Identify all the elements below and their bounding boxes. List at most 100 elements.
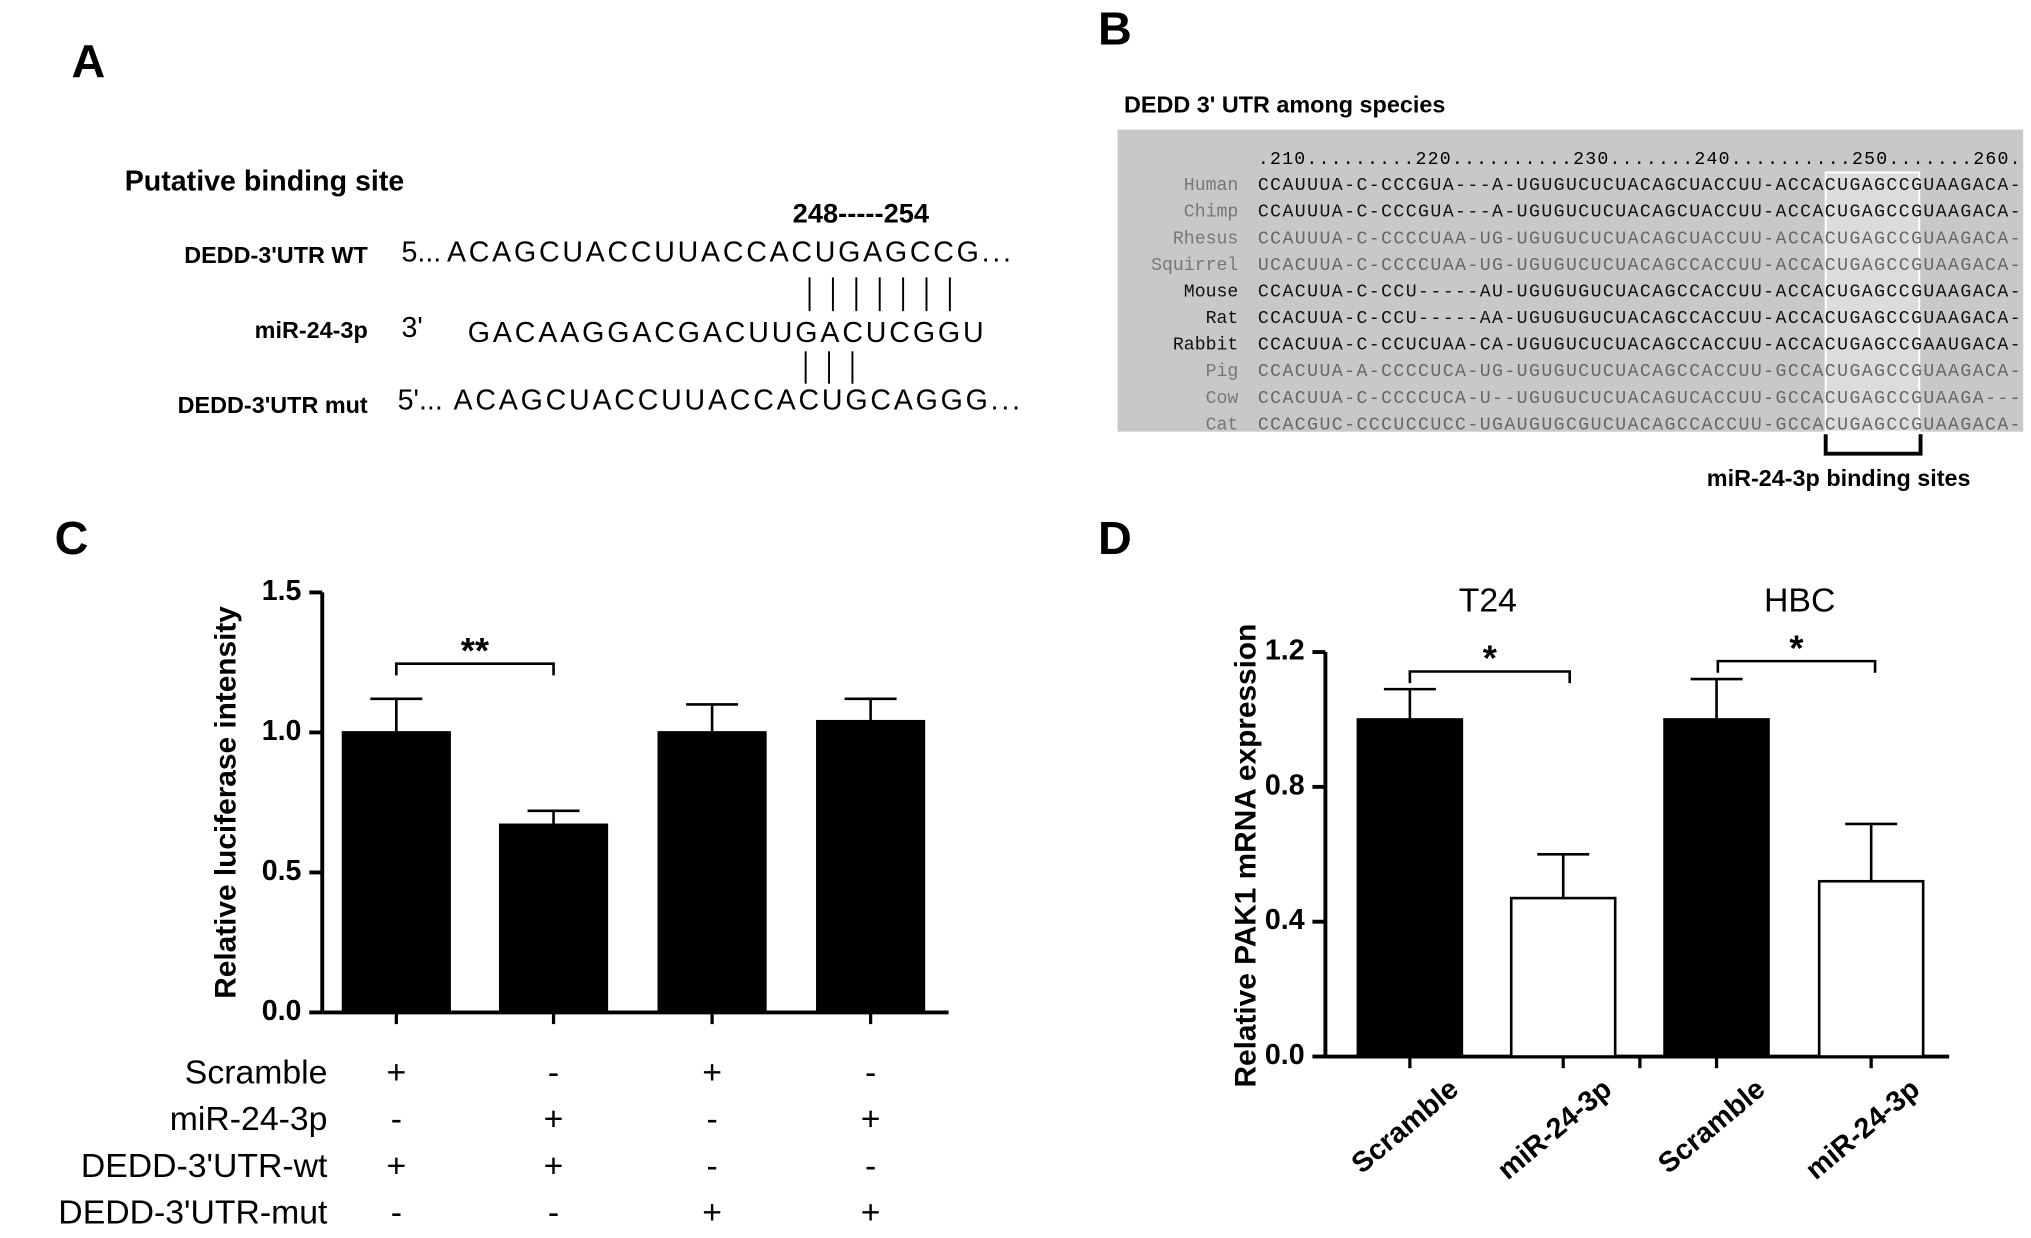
- condition-sign: -: [706, 1100, 717, 1138]
- species-name: Mouse: [1184, 282, 1239, 302]
- species-name: Rhesus: [1173, 229, 1238, 249]
- binding-site-highlight: [1824, 171, 1921, 433]
- condition-sign: +: [544, 1147, 564, 1185]
- condition-sign: +: [386, 1054, 406, 1092]
- significance-label: *: [1789, 627, 1804, 668]
- error-bar: [370, 697, 423, 733]
- condition-sign: +: [702, 1194, 722, 1232]
- row-label: DEDD-3'UTR WT: [184, 242, 368, 268]
- condition-sign: -: [391, 1194, 402, 1232]
- y-tick-label: 0.0: [1265, 1039, 1305, 1071]
- panel-d: D Relative PAK1 mRNA expression 0.0 0.4 0.8 1…: [1098, 512, 1950, 1186]
- condition-sign: -: [548, 1194, 559, 1232]
- row-label: miR-24-3p: [255, 317, 368, 343]
- condition-sign: -: [391, 1100, 402, 1138]
- species-name: Pig: [1206, 362, 1239, 382]
- bar: [1509, 896, 1617, 1058]
- panel-label: C: [55, 512, 89, 564]
- group-label: HBC: [1764, 582, 1835, 620]
- sequence: ACAGCUACCUUACCACUGCAGGG...: [453, 384, 1020, 416]
- y-tick-label: 0.8: [1265, 769, 1305, 801]
- species-sequence: CCAUUUA-C-CCCGUA---A-UGUGUCUCUACAGCUACCU…: [1258, 176, 2021, 196]
- pairing-lines: [804, 277, 951, 384]
- panel-title: DEDD 3' UTR among species: [1124, 91, 1445, 117]
- bar: [1663, 718, 1770, 1058]
- species-name: Rat: [1206, 309, 1239, 329]
- error-bar: [1537, 852, 1590, 899]
- x-tick-label: miR-24-3p: [1800, 1073, 1926, 1186]
- y-tick-label: 1.2: [1265, 635, 1305, 667]
- sequence-end: 5'...: [398, 384, 443, 416]
- significance-bracket: [1716, 659, 1877, 673]
- sequence-end: 3': [402, 312, 423, 344]
- species-sequence: CCAUUUA-C-CCCGUA---A-UGUGUCUCUACAGCUACCU…: [1258, 203, 2021, 223]
- bar: [816, 719, 926, 1014]
- species-name: Squirrel: [1151, 256, 1238, 276]
- error-bar: [1690, 677, 1743, 720]
- significance-bracket: [395, 662, 555, 676]
- species-sequence: CCACGUC-CCCUCCUCC-UGAUGUGCGUCUACAGCCACCU…: [1258, 415, 2021, 435]
- panel-a: A Putative binding site 248-----254 DEDD…: [71, 35, 1020, 418]
- row-label: DEDD-3'UTR mut: [178, 392, 368, 418]
- caption: miR-24-3p binding sites: [1707, 465, 1971, 491]
- condition-sign: -: [706, 1147, 717, 1185]
- y-tick-label: 1.0: [262, 715, 302, 747]
- condition-sign: -: [865, 1054, 876, 1092]
- condition-sign: +: [702, 1054, 722, 1092]
- species-sequence: CCACUUA-C-CCU-----AA-UGUGUGUCUACAGCCACCU…: [1258, 309, 2021, 329]
- sequence: ACAGCUACCUUACCACUGAGCCG...: [447, 237, 1011, 269]
- ruler: .210.........220..........230.......240.…: [1258, 150, 2021, 170]
- species-sequence: UCACUUA-C-CCCCUAA-UG-UGUGUCUCUACAGCCACCU…: [1258, 256, 2021, 276]
- panel-label: B: [1098, 3, 1132, 55]
- condition-label: Scramble: [185, 1054, 328, 1092]
- sequence-end: 5...: [402, 237, 442, 269]
- y-tick-label: 0.5: [262, 855, 302, 887]
- significance-bracket: [1408, 670, 1572, 684]
- bar: [1356, 718, 1464, 1058]
- species-sequence: CCACUUA-C-CCCCUCA-U--UGUGUCUCUACAGUCACCU…: [1258, 389, 2021, 409]
- condition-label: DEDD-3'UTR-wt: [81, 1147, 328, 1185]
- panel-c: C Relative luciferase intensity 0.0 0.5 1.0 1…: [55, 512, 949, 1232]
- significance-label: *: [1483, 638, 1498, 679]
- species-sequence: CCACUUA-A-CCCCUCA-UG-UGUGUCUCUACAGCCACCU…: [1258, 362, 2021, 382]
- sequence: GACAAGGACGACUUGACUCGGU: [468, 317, 984, 349]
- y-tick-label: 1.5: [262, 575, 302, 607]
- error-bar: [1845, 822, 1898, 882]
- y-tick-label: 0.4: [1265, 904, 1305, 936]
- significance-label: **: [461, 630, 490, 671]
- error-bar: [527, 809, 580, 825]
- position: 248-----254: [793, 197, 930, 228]
- y-axis-label: Relative PAK1 mRNA expression: [1229, 624, 1262, 1088]
- species-sequence: CCAUUUA-C-CCCCUAA-UG-UGUGUCUCUACAGCUACCU…: [1258, 229, 2021, 249]
- group-label: T24: [1459, 582, 1517, 620]
- bar: [657, 731, 767, 1014]
- bracket: [1823, 434, 1923, 456]
- x-tick-label: Scramble: [1346, 1073, 1465, 1180]
- error-bar: [1383, 687, 1436, 720]
- x-tick-label: Scramble: [1652, 1073, 1771, 1180]
- species-name: Rabbit: [1173, 336, 1238, 356]
- bar: [341, 731, 451, 1014]
- species-sequence: CCACUUA-C-CCU-----AU-UGUGUGUCUACAGCCACCU…: [1258, 282, 2021, 302]
- panel-b: B DEDD 3' UTR among species .210........…: [1098, 3, 2024, 491]
- y-tick-label: 0.0: [262, 995, 302, 1027]
- species-sequence: CCACUUA-C-CCUCUAA-CA-UGUGUCUCUACAGCCACCU…: [1258, 336, 2021, 356]
- species-name: Cow: [1206, 389, 1239, 409]
- panel-label: A: [71, 35, 105, 87]
- condition-sign: -: [548, 1054, 559, 1092]
- species-name: Human: [1184, 176, 1239, 196]
- condition-label: miR-24-3p: [170, 1100, 328, 1138]
- error-bar: [686, 703, 739, 733]
- condition-sign: +: [861, 1194, 881, 1232]
- panel-label: D: [1098, 512, 1132, 564]
- condition-sign: +: [544, 1100, 564, 1138]
- condition-sign: -: [865, 1147, 876, 1185]
- error-bar: [844, 697, 897, 722]
- y-axis-label: Relative luciferase intensity: [209, 606, 242, 999]
- bar: [498, 823, 609, 1014]
- species-name: Cat: [1206, 415, 1239, 435]
- x-tick-label: miR-24-3p: [1492, 1073, 1618, 1186]
- panel-title: Putative binding site: [125, 165, 404, 197]
- condition-label: DEDD-3'UTR-mut: [58, 1194, 328, 1232]
